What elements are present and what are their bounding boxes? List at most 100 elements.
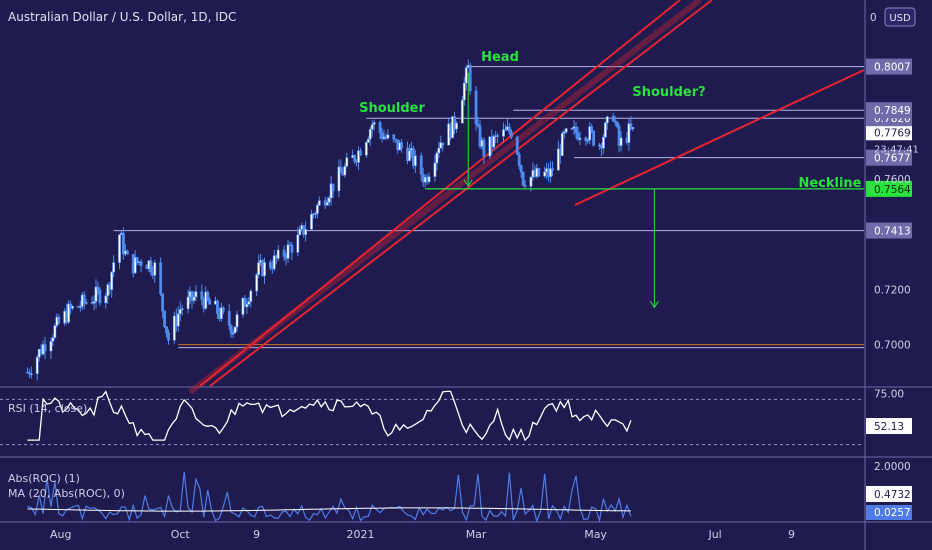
- trendlines: [188, 0, 865, 395]
- roc-value-tag-bg: [866, 505, 912, 520]
- price-tag-bg: [866, 222, 912, 239]
- candle-body: [221, 307, 225, 312]
- candle-body: [192, 296, 196, 301]
- rsi-line: [27, 390, 632, 442]
- y-tick-zero: 0: [870, 12, 877, 24]
- price-tag-bg: [866, 102, 912, 119]
- candle-body: [122, 232, 125, 255]
- currency-badge[interactable]: USD: [884, 7, 916, 27]
- x-tick-label: Jul: [707, 528, 721, 541]
- time-axis: Aug Oct 9 2021 Mar May Jul 9: [50, 528, 795, 541]
- candle-body: [325, 202, 329, 206]
- candle-body: [78, 306, 82, 308]
- candle-body: [71, 305, 74, 309]
- bar-countdown: 23:47:41: [874, 144, 919, 155]
- x-tick-label: Mar: [466, 528, 487, 541]
- candle-body: [186, 296, 190, 310]
- candle-body: [337, 166, 341, 192]
- candle-body: [257, 262, 261, 275]
- candle-body: [562, 131, 566, 134]
- candle-body: [364, 142, 368, 156]
- candle-body: [509, 131, 513, 138]
- candle-body: [286, 244, 290, 259]
- price-tag-label: 0.7677: [874, 153, 911, 165]
- candle-body: [268, 262, 272, 269]
- candle-body: [615, 121, 619, 127]
- x-tick-label: 9: [253, 528, 260, 541]
- price-tag-bg: [866, 149, 912, 166]
- roc-ma-value-tag: 0.4732: [874, 489, 911, 501]
- candle-body: [178, 309, 182, 315]
- candle-body: [453, 116, 456, 130]
- pattern-label: Head: [481, 50, 519, 65]
- candle-body: [227, 310, 231, 326]
- candle-body: [413, 155, 417, 167]
- rsi-value-tag: 52.13: [874, 421, 904, 433]
- candle-body: [243, 297, 247, 308]
- candle-body: [208, 299, 212, 305]
- candle-body: [118, 234, 121, 263]
- candle-body: [290, 244, 294, 253]
- candle-body: [161, 293, 165, 312]
- rsi-panel: RSI (14, close) 75.00 52.13: [0, 389, 912, 446]
- candle-body: [317, 200, 321, 206]
- candle-body: [339, 166, 343, 173]
- candle-body: [135, 257, 139, 263]
- candle-body: [515, 136, 519, 155]
- candle-body: [605, 116, 609, 124]
- candle-body: [165, 326, 168, 333]
- candle-body: [298, 229, 302, 236]
- roc-panel: Abs(ROC) (1) MA (20, Abs(ROC), 0) 2.0000 0.…: [8, 461, 912, 523]
- candle-body: [560, 133, 564, 156]
- candles: [26, 59, 635, 381]
- candle-body: [537, 167, 541, 177]
- rsi-value-tag-bg: [866, 418, 912, 434]
- pattern-annotations: Head Shoulder Shoulder? Neckline: [359, 50, 864, 309]
- candle-body: [353, 155, 357, 162]
- candle-body: [588, 126, 592, 141]
- candle-body: [521, 171, 525, 186]
- price-tag-label: 0.7564: [874, 184, 911, 196]
- candle-body: [263, 262, 266, 277]
- candle-body: [592, 130, 596, 146]
- candle-body: [631, 127, 635, 130]
- trend-line-lower: [209, 0, 713, 387]
- candle-body: [586, 139, 590, 142]
- candle-body: [190, 291, 194, 301]
- roc-ma-legend: MA (20, Abs(ROC), 0): [8, 487, 125, 500]
- candle-body: [570, 128, 574, 130]
- rsi-legend: RSI (14, close): [8, 402, 87, 415]
- candle-body: [549, 168, 552, 177]
- candle-body: [310, 213, 313, 230]
- target-arrow-tip: [649, 301, 659, 309]
- roc-ma-line: [27, 507, 631, 512]
- candle-body: [314, 213, 317, 215]
- candle-body: [51, 337, 55, 342]
- price-tag-bg: [866, 124, 912, 141]
- currency-badge-label: USD: [889, 13, 911, 24]
- candle-body: [366, 138, 370, 143]
- price-tick-label: 0.7200: [874, 284, 911, 296]
- candle-body: [372, 122, 376, 125]
- candle-body: [106, 284, 110, 297]
- candle-body: [619, 137, 623, 146]
- roc-value-tag: 0.0257: [874, 507, 911, 519]
- candle-body: [359, 150, 362, 156]
- candle-body: [176, 313, 180, 327]
- price-tag-bg: [866, 58, 912, 75]
- candle-body: [110, 271, 114, 290]
- candle-body: [112, 262, 116, 273]
- candle-body: [67, 303, 70, 323]
- candle-body: [245, 303, 249, 308]
- candle-body: [315, 204, 319, 214]
- candle-body: [408, 150, 411, 161]
- candle-body: [543, 171, 547, 177]
- candle-body: [517, 153, 521, 166]
- candle-body: [219, 307, 223, 319]
- candle-body: [200, 291, 204, 300]
- candle-body: [441, 142, 445, 146]
- candle-body: [564, 128, 568, 133]
- candle-body: [255, 274, 259, 292]
- candle-body: [370, 124, 374, 130]
